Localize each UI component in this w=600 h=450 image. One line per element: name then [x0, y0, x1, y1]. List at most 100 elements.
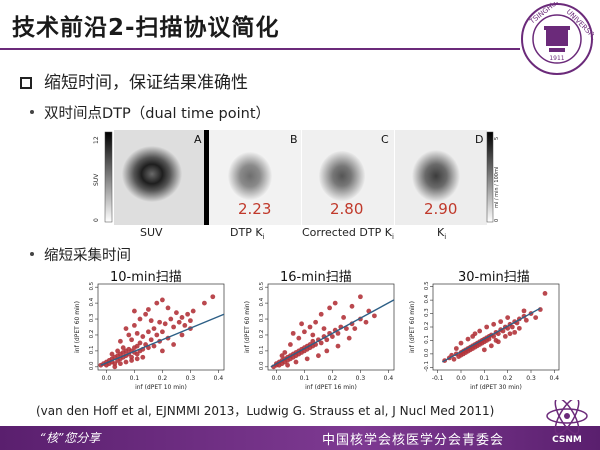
- caption-ki-text: K: [437, 226, 445, 239]
- y-tick-label: 0.5: [424, 281, 430, 290]
- data-point: [484, 324, 490, 330]
- caption-corrected-text: Corrected DTP K: [302, 226, 392, 239]
- data-point: [318, 311, 324, 317]
- data-point: [185, 311, 190, 317]
- data-point: [502, 334, 508, 339]
- logo-year: 1911: [549, 55, 564, 62]
- data-point: [477, 328, 483, 334]
- bullet-dtp: 双时间点DTP（dual time point）: [30, 102, 270, 123]
- y-tick-label: 0.2: [89, 330, 95, 339]
- data-point: [160, 348, 165, 354]
- data-point: [458, 340, 464, 346]
- caption-suv: SUV: [140, 226, 163, 239]
- x-tick-label: 0.1: [130, 375, 140, 382]
- data-point: [154, 300, 160, 306]
- data-point: [296, 335, 302, 341]
- data-point: [310, 332, 316, 338]
- data-point: [162, 321, 168, 327]
- data-point: [498, 319, 504, 325]
- data-point: [118, 361, 123, 367]
- data-point: [324, 348, 330, 354]
- data-point: [512, 329, 518, 335]
- data-point: [143, 311, 148, 317]
- data-point: [120, 345, 126, 351]
- data-point: [358, 294, 363, 300]
- data-point: [282, 350, 288, 355]
- bullet-dtp-text: 双时间点DTP（dual time point）: [44, 106, 271, 122]
- data-point: [542, 291, 548, 296]
- y-tick-label: 0.0: [259, 361, 265, 370]
- data-point: [521, 308, 527, 314]
- data-point: [486, 336, 492, 342]
- ki-scale-min: 0: [494, 219, 500, 222]
- data-point: [182, 323, 188, 328]
- y-tick-label: 0.2: [424, 322, 430, 331]
- title-divider: [0, 48, 520, 50]
- data-point: [202, 300, 207, 306]
- data-point: [137, 316, 143, 322]
- y-tick-label: 0.3: [89, 313, 95, 322]
- bullet-shorten: 缩短采集时间: [30, 244, 131, 265]
- data-point: [148, 318, 154, 324]
- data-point: [472, 331, 478, 337]
- x-tick-label: 0.4: [550, 375, 560, 382]
- data-point: [488, 343, 494, 349]
- data-point: [491, 321, 497, 327]
- x-tick-label: 0.0: [456, 375, 466, 382]
- data-point: [129, 337, 134, 343]
- caption-dtp: DTP Ki: [230, 226, 265, 241]
- plot-title-16min: 16-min扫描: [280, 270, 352, 285]
- data-point: [132, 323, 137, 328]
- data-point: [507, 331, 513, 337]
- scatter-plot-16min: 0.0 0.1 0.2 0.3 0.4 0.0 0.1 0.2 0.3 0.4 0.5 inf (dP…: [244, 281, 395, 391]
- data-point: [190, 308, 196, 314]
- data-point: [346, 335, 352, 341]
- y-tick-label: 0.4: [89, 297, 95, 306]
- data-point: [453, 346, 459, 351]
- footer-organization: 中国核学会核医学分会青委会: [322, 433, 505, 448]
- data-point: [307, 324, 313, 330]
- y-tick-label: 0.5: [259, 281, 265, 290]
- caption-dtp-text: DTP K: [230, 226, 263, 239]
- footer-bar: [0, 426, 600, 450]
- data-point: [134, 343, 140, 349]
- data-point: [302, 329, 307, 335]
- data-point: [327, 305, 332, 311]
- bullet-main-text: 缩短时间，保证结果准确性: [44, 73, 248, 93]
- data-point: [330, 334, 335, 339]
- data-point: [148, 337, 154, 343]
- y-tick-label: 0.1: [424, 335, 430, 344]
- y-tick-label: 0.1: [89, 346, 95, 355]
- ki-scale-max: 5: [494, 137, 500, 140]
- suv-scale-max: 12: [93, 136, 100, 144]
- page-title: 技术前沿2-扫描协议简化: [12, 15, 280, 41]
- data-point: [465, 336, 471, 342]
- data-point: [151, 326, 157, 331]
- x-tick-label: 0.0: [102, 375, 112, 382]
- x-tick-label: 0.0: [272, 375, 282, 382]
- x-tick-label: 0.3: [526, 375, 536, 382]
- data-point: [523, 317, 529, 323]
- data-point: [533, 315, 539, 320]
- data-point: [123, 326, 129, 331]
- data-point: [363, 319, 369, 325]
- data-point: [481, 347, 487, 353]
- y-tick-label: 0.4: [424, 294, 430, 303]
- y-axis-label: inf (dPET 60 min): [409, 301, 416, 353]
- data-point: [129, 358, 134, 363]
- data-point: [134, 330, 140, 336]
- x-axis-label: inf (dPET 10 min): [135, 384, 187, 391]
- data-point: [344, 326, 349, 331]
- y-axis-label: inf (dPET 60 min): [244, 301, 251, 353]
- x-axis-label: inf (dPET 30 min): [470, 384, 522, 391]
- data-point: [279, 353, 285, 359]
- x-tick-label: 0.1: [300, 375, 310, 382]
- y-tick-label: 0.1: [259, 346, 265, 355]
- data-point: [168, 316, 174, 322]
- fit-line: [100, 313, 225, 366]
- data-point: [318, 340, 324, 346]
- data-point: [115, 348, 120, 354]
- pet-image-panel: 12 SUV 0 A B 2.23 C 2.80 D 2.90 5 ml / m…: [90, 130, 500, 225]
- data-point: [179, 332, 185, 338]
